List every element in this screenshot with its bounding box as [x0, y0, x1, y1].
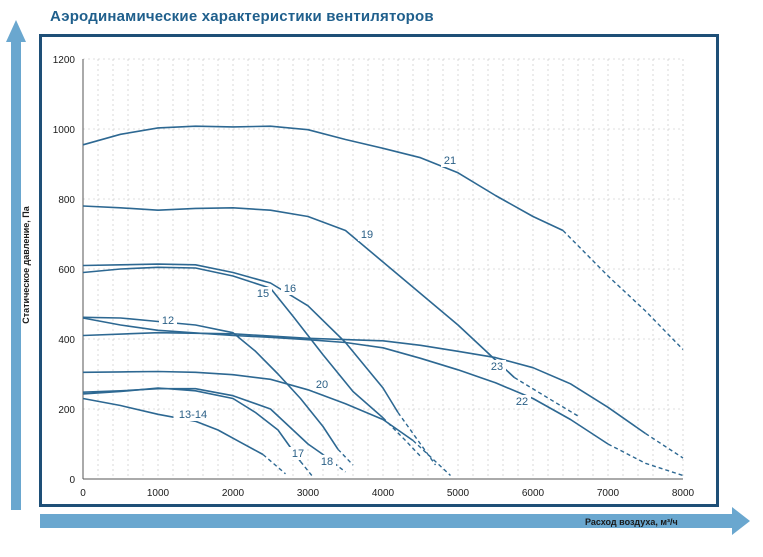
curve-label-bg [358, 228, 376, 241]
curve-20-extension [412, 439, 451, 477]
curve-22 [82, 317, 609, 445]
curve-label-23: 23 [491, 361, 503, 373]
y-tick-label: 1200 [53, 55, 76, 66]
curve-21-extension [562, 230, 684, 350]
curve-12-extension [337, 448, 354, 466]
curve-19-extension [513, 376, 579, 417]
curve-label-17: 17 [292, 448, 304, 460]
curve-label-bg [488, 360, 506, 373]
curve-20 [82, 370, 414, 442]
curve-label-16: 16 [284, 283, 296, 295]
curve-label-18: 18 [321, 456, 333, 468]
x-axis-bar [40, 514, 740, 528]
curve-label-19: 19 [361, 229, 373, 241]
curve-23 [82, 331, 646, 435]
x-tick-label: 2000 [222, 488, 245, 499]
x-tick-label: 7000 [597, 488, 620, 499]
curve-label-21: 21 [444, 155, 456, 167]
curve-label-bg [281, 282, 299, 295]
curve-19 [82, 205, 515, 379]
x-tick-label: 3000 [297, 488, 320, 499]
curve-label-bg [313, 378, 331, 391]
y-axis-label-container: Статическое давление, Па [19, 60, 33, 480]
x-tick-label: 0 [80, 488, 86, 499]
tick-labels: 0 1000 2000 3000 4000 5000 6000 7000 8000 0 200 400… [53, 55, 695, 499]
grid [83, 58, 684, 479]
x-tick-label: 1000 [147, 488, 170, 499]
curve-label-bg [173, 408, 213, 421]
curve-label-bg [318, 455, 336, 468]
y-axis-label: Статическое давление, Па [21, 206, 31, 324]
curve-label-13-14: 13-14 [179, 409, 207, 421]
curve-23-extension [645, 432, 684, 459]
y-axis-arrow-icon [6, 20, 26, 42]
curve-label-15: 15 [257, 288, 269, 300]
curve-13-14 [82, 397, 264, 456]
curve-21 [82, 125, 564, 232]
page-title: Аэродинамические характеристики вентилят… [50, 8, 434, 25]
curve-label-12: 12 [162, 315, 174, 327]
curve-16-extension [397, 412, 437, 466]
curve-label-22: 22 [516, 396, 528, 408]
x-tick-label: 8000 [672, 488, 695, 499]
y-tick-label: 0 [69, 475, 75, 486]
curve-label-bg [254, 287, 272, 300]
axes [6, 20, 750, 535]
curve-label-bg [441, 154, 459, 167]
chart-frame [39, 34, 719, 507]
x-tick-label: 4000 [372, 488, 395, 499]
curve-16 [82, 263, 399, 413]
curve-label-bg [513, 395, 531, 408]
curve-22-extension [607, 443, 684, 477]
x-axis-arrow-icon [732, 507, 750, 535]
curve-label-bg [289, 447, 307, 460]
x-tick-label: 6000 [522, 488, 545, 499]
y-tick-label: 200 [58, 405, 75, 416]
curve-label-bg [159, 314, 177, 327]
y-axis-bar [11, 40, 21, 510]
curve-13-14-extension [262, 453, 286, 475]
y-tick-label: 800 [58, 195, 75, 206]
curve-17-extension [299, 461, 313, 476]
y-tick-label: 1000 [53, 125, 76, 136]
x-tick-label: 5000 [447, 488, 470, 499]
curve-label-20: 20 [316, 379, 328, 391]
y-tick-label: 400 [58, 335, 75, 346]
curve-15 [82, 266, 384, 419]
x-axis-label: Расход воздуха, м³/ч [585, 517, 678, 527]
y-tick-label: 600 [58, 265, 75, 276]
curve-17 [82, 387, 302, 462]
curve-12 [82, 316, 339, 450]
curve-labels: 21 19 23 22 16 15 12 20 18 17 13-14 [159, 154, 531, 468]
